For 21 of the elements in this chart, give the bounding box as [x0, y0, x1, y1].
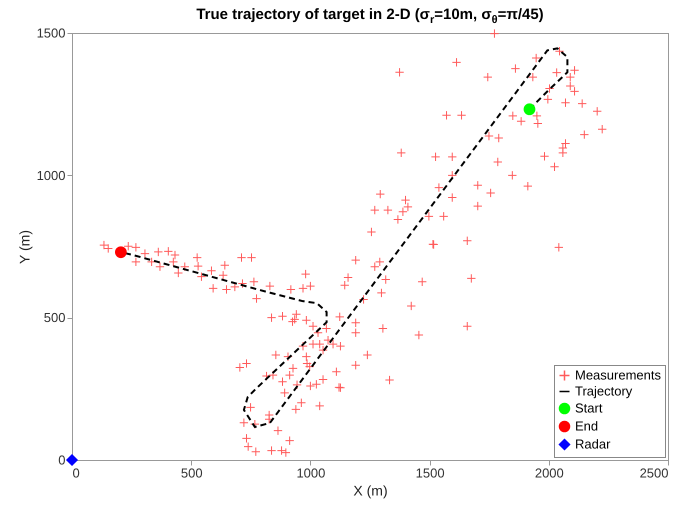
legend-label: Start [575, 400, 603, 416]
point [114, 246, 127, 258]
point [524, 103, 536, 116]
y-tick-label: 1000 [36, 168, 66, 183]
legend-label: Measurements [575, 368, 662, 382]
x-tick-label: 500 [180, 466, 203, 480]
y-tick-label: 0 [58, 452, 66, 468]
x-tick-label: 1000 [296, 466, 326, 480]
x-tick-label: 2000 [534, 466, 564, 480]
x-tick-label: 0 [72, 466, 80, 480]
y-tick-label: 1500 [36, 26, 66, 40]
y-tick-label: 500 [44, 310, 66, 326]
x-tick-label: 1500 [416, 466, 445, 480]
x-axis-title: X (m) [353, 482, 388, 498]
point [66, 454, 78, 466]
legend-label: Radar [575, 436, 612, 452]
legend-label: End [575, 418, 598, 434]
x-tick-label: 2500 [640, 466, 668, 480]
legend-label: Trajectory [575, 384, 633, 398]
y-axis-title: Y (m) [16, 230, 33, 264]
chart-title: True trajectory of target in 2-D (σ$_{r}$=10m, σ$_{θ}$=π/45) [195, 6, 545, 26]
